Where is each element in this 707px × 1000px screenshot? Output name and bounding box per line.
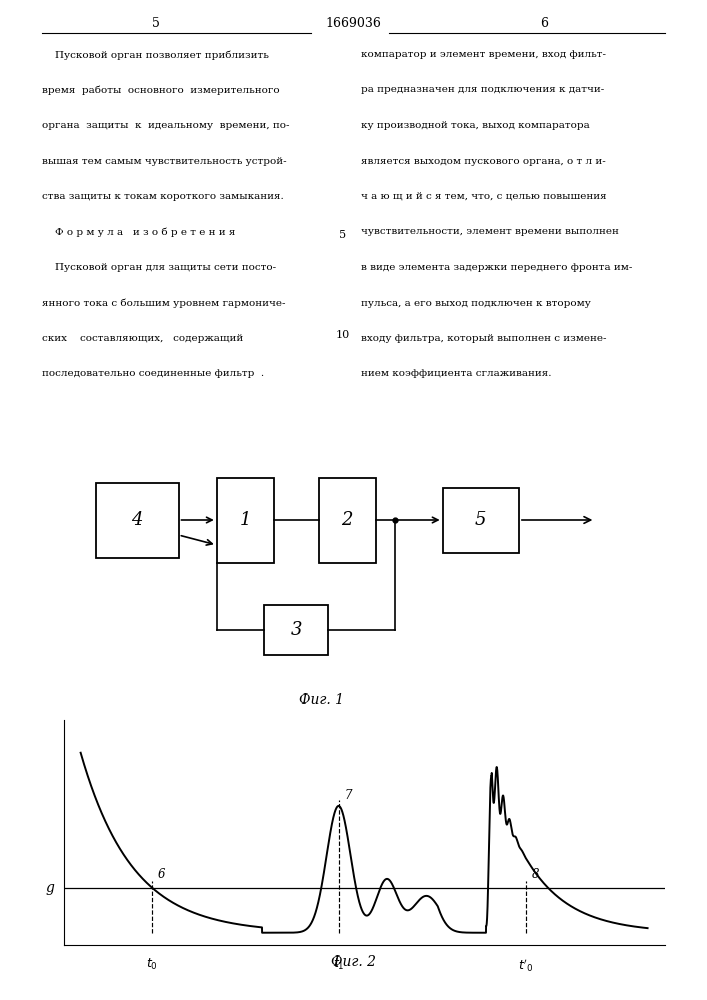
Text: Ф о р м у л а   и з о б р е т е н и я: Ф о р м у л а и з о б р е т е н и я [42,228,236,237]
Text: 10: 10 [336,330,350,340]
Text: вышая тем самым чувствительность устрой-: вышая тем самым чувствительность устрой- [42,156,287,165]
Text: 5: 5 [339,230,346,240]
Text: ч а ю щ и й с я тем, что, с целью повышения: ч а ю щ и й с я тем, что, с целью повыше… [361,192,606,201]
Text: 6: 6 [157,868,165,881]
Text: компаратор и элемент времени, вход фильт-: компаратор и элемент времени, вход фильт… [361,50,606,59]
Text: входу фильтра, который выполнен с измене-: входу фильтра, который выполнен с измене… [361,334,606,343]
Bar [96,482,179,557]
Text: Пусковой орган позволяет приблизить: Пусковой орган позволяет приблизить [42,50,269,60]
Text: 1: 1 [240,511,251,529]
Text: Пусковой орган для защиты сети посто-: Пусковой орган для защиты сети посто- [42,263,276,272]
Text: является выходом пускового органа, о т л и-: является выходом пускового органа, о т л… [361,156,605,165]
Text: 8: 8 [532,868,539,881]
Text: ских    составляющих,   содержащий: ских составляющих, содержащий [42,334,244,343]
Text: время  работы  основного  измерительного: время работы основного измерительного [42,86,280,95]
Text: нием коэффициента сглаживания.: нием коэффициента сглаживания. [361,369,551,378]
Text: g: g [45,881,54,895]
Text: 5: 5 [475,511,486,529]
Bar [319,478,376,562]
Text: 3: 3 [291,621,302,639]
Text: 2: 2 [341,511,353,529]
Text: органа  защиты  к  идеальному  времени, по-: органа защиты к идеальному времени, по- [42,121,290,130]
Bar [443,487,519,552]
Text: 6: 6 [540,17,549,30]
Text: $t_1$: $t_1$ [333,957,344,972]
Text: чувствительности, элемент времени выполнен: чувствительности, элемент времени выполн… [361,228,619,236]
Bar [217,478,274,562]
Bar [264,605,328,655]
Text: ства защиты к токам короткого замыкания.: ства защиты к токам короткого замыкания. [42,192,284,201]
Text: Фиг. 1: Фиг. 1 [299,693,344,707]
Text: ку производной тока, выход компаратора: ку производной тока, выход компаратора [361,121,590,130]
Text: в виде элемента задержки переднего фронта им-: в виде элемента задержки переднего фронт… [361,263,632,272]
Text: 1669036: 1669036 [325,17,382,30]
Text: $t'_0$: $t'_0$ [518,957,534,974]
Text: 5: 5 [151,17,160,30]
Text: ра предназначен для подключения к датчи-: ра предназначен для подключения к датчи- [361,86,604,95]
Text: 7: 7 [344,789,352,802]
Text: последовательно соединенные фильтр  .: последовательно соединенные фильтр . [42,369,264,378]
Text: $t_0$: $t_0$ [146,957,158,972]
Text: Фиг. 2: Фиг. 2 [331,955,376,969]
Text: пульса, а его выход подключен к второму: пульса, а его выход подключен к второму [361,298,590,308]
Text: янного тока с большим уровнем гармониче-: янного тока с большим уровнем гармониче- [42,298,286,308]
Text: 4: 4 [132,511,143,529]
